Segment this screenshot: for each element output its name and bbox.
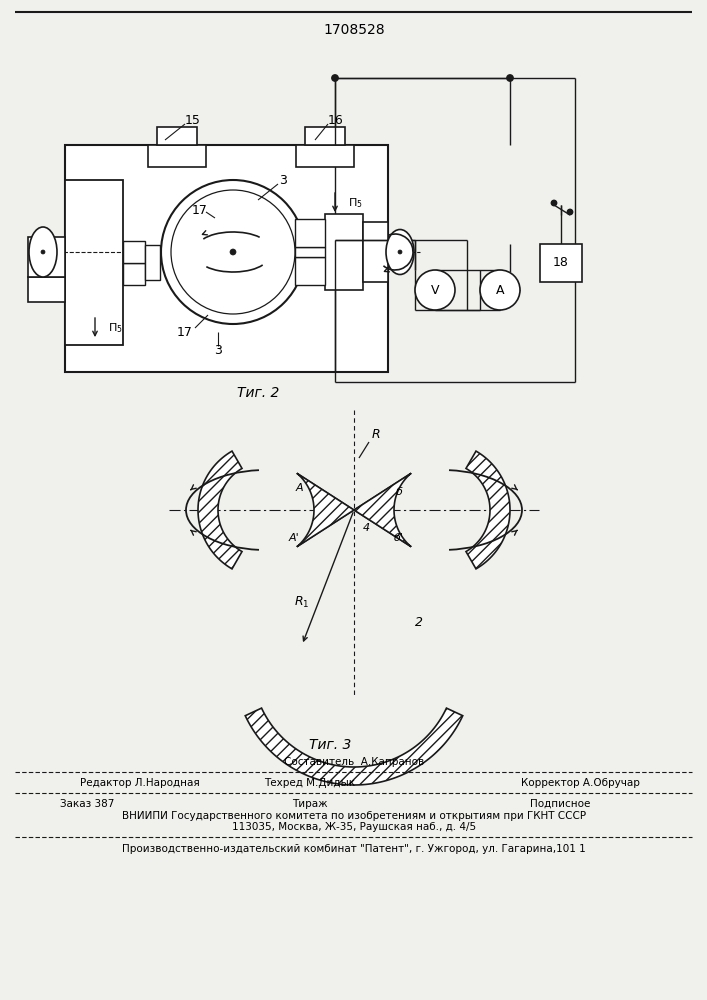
Text: Тираж: Тираж <box>292 799 328 809</box>
Circle shape <box>415 270 455 310</box>
Circle shape <box>161 180 305 324</box>
Text: Составитель  А.Капранов: Составитель А.Капранов <box>284 757 424 767</box>
Circle shape <box>398 250 402 254</box>
Text: V: V <box>431 284 439 296</box>
Bar <box>295 219 325 247</box>
Text: A: A <box>296 483 303 493</box>
Circle shape <box>507 75 513 81</box>
Bar <box>363 222 388 282</box>
Text: б': б' <box>394 533 404 543</box>
Text: Заказ 387: Заказ 387 <box>60 799 115 809</box>
Polygon shape <box>466 451 510 569</box>
Text: Производственно-издательский комбинат "Патент", г. Ужгород, ул. Гагарина,101 1: Производственно-издательский комбинат "П… <box>122 844 586 854</box>
Bar <box>295 247 325 257</box>
Polygon shape <box>354 473 411 547</box>
Circle shape <box>568 210 573 215</box>
Polygon shape <box>297 473 354 547</box>
Text: A': A' <box>288 533 299 543</box>
Text: 15: 15 <box>185 114 201 127</box>
Bar <box>28 237 65 277</box>
Bar <box>325 214 363 290</box>
Bar <box>65 180 123 345</box>
Polygon shape <box>245 708 463 785</box>
Text: 1708528: 1708528 <box>323 23 385 37</box>
Text: Τиг. 3: Τиг. 3 <box>309 738 351 752</box>
Bar <box>157 127 197 145</box>
Text: 17: 17 <box>177 326 193 338</box>
Circle shape <box>41 250 45 254</box>
Text: 113035, Москва, Ж-35, Раушская наб., д. 4/5: 113035, Москва, Ж-35, Раушская наб., д. … <box>232 822 476 832</box>
Text: Подписное: Подписное <box>530 799 590 809</box>
Circle shape <box>480 270 520 310</box>
Polygon shape <box>198 451 242 569</box>
Text: $R_1$: $R_1$ <box>294 594 310 610</box>
Circle shape <box>551 200 556 206</box>
Ellipse shape <box>29 227 57 277</box>
Text: Редактор Л.Народная: Редактор Л.Народная <box>80 778 200 788</box>
Bar <box>305 127 345 145</box>
Text: $\mathit{\Pi}_5$: $\mathit{\Pi}_5$ <box>348 196 363 210</box>
Bar <box>65 145 388 372</box>
Bar <box>540 244 582 282</box>
Circle shape <box>230 249 236 255</box>
Bar <box>28 277 65 302</box>
Bar <box>148 145 206 167</box>
Bar <box>296 145 354 167</box>
Text: 18: 18 <box>553 256 569 269</box>
Text: б: б <box>395 487 402 497</box>
Text: R: R <box>372 428 380 442</box>
Text: $\mathit{\Pi}_5$: $\mathit{\Pi}_5$ <box>108 321 123 335</box>
Bar <box>123 263 145 285</box>
Text: Техред М.Дидык: Техред М.Дидык <box>264 778 356 788</box>
Bar <box>295 257 325 285</box>
Text: 16: 16 <box>328 114 344 127</box>
Text: 3: 3 <box>214 344 222 357</box>
Text: 4: 4 <box>363 523 370 533</box>
Text: Τиг. 2: Τиг. 2 <box>237 386 279 400</box>
Text: 17: 17 <box>192 204 208 217</box>
Text: ВНИИПИ Государственного комитета по изобретениям и открытиям при ГКНТ СССР: ВНИИПИ Государственного комитета по изоб… <box>122 811 586 821</box>
Bar <box>145 245 160 280</box>
Ellipse shape <box>386 230 414 274</box>
Text: Корректор А.Обручар: Корректор А.Обручар <box>520 778 639 788</box>
Bar <box>123 241 145 263</box>
Text: 3: 3 <box>279 174 287 186</box>
Text: 2: 2 <box>415 615 423 629</box>
Text: A: A <box>496 284 504 296</box>
Circle shape <box>332 75 338 81</box>
